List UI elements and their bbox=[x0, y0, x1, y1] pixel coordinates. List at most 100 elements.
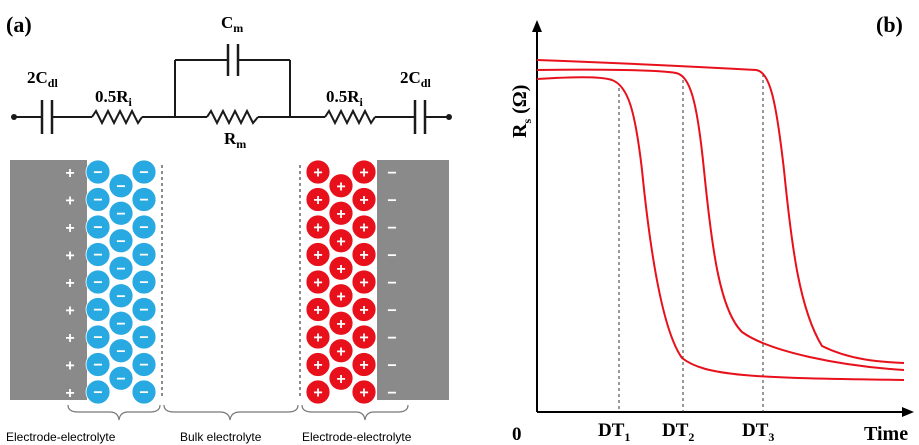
anion-sign: − bbox=[93, 220, 102, 237]
left-electrode-charge: + bbox=[65, 303, 74, 320]
anion bbox=[85, 159, 111, 185]
right-region-label: Electrode-electrolyte bbox=[302, 430, 412, 444]
cation-sign: + bbox=[313, 192, 322, 209]
cation-layer: + + + + + + + + + + + + + + + + + + + + + + + + + + bbox=[305, 159, 377, 405]
cation bbox=[305, 324, 331, 350]
right-electrode-charge: − bbox=[387, 248, 396, 265]
anion-sign: − bbox=[93, 192, 102, 209]
anion bbox=[131, 242, 157, 267]
anion-sign: − bbox=[139, 357, 148, 374]
right-electrode-charge: − bbox=[387, 165, 396, 182]
cation bbox=[328, 200, 354, 226]
cation bbox=[351, 242, 377, 267]
cation bbox=[305, 187, 331, 212]
anion-sign: − bbox=[93, 385, 102, 402]
cation-sign: + bbox=[313, 330, 322, 347]
left-region-brace bbox=[67, 404, 161, 421]
cation bbox=[328, 338, 354, 364]
left-terminal bbox=[11, 114, 17, 120]
anion bbox=[108, 365, 134, 391]
cation bbox=[328, 173, 354, 199]
cation-sign: + bbox=[359, 165, 368, 182]
anion-sign: − bbox=[139, 165, 148, 182]
anion bbox=[131, 214, 157, 240]
cation-sign: + bbox=[359, 247, 368, 264]
cation-sign: + bbox=[313, 357, 322, 374]
right-capacitor-symbol bbox=[413, 100, 427, 134]
cation bbox=[351, 187, 377, 212]
left-region-label: Electrode-electrolyte bbox=[6, 430, 116, 444]
cation bbox=[305, 214, 331, 240]
cation bbox=[305, 297, 331, 322]
cation-sign: + bbox=[359, 385, 368, 402]
anion bbox=[108, 255, 134, 281]
parallel-capacitor-symbol bbox=[226, 44, 240, 76]
anion-sign: − bbox=[116, 316, 125, 333]
anion bbox=[131, 269, 157, 295]
marker-dt2-label: DT2 bbox=[662, 420, 694, 444]
right-electrode-charges: − − − − − − − − − bbox=[387, 165, 396, 402]
anion-sign: − bbox=[139, 220, 148, 237]
cation-sign: + bbox=[336, 206, 345, 223]
right-electrode-charge: − bbox=[387, 193, 396, 210]
cation-sign: + bbox=[336, 371, 345, 388]
anion-sign: − bbox=[93, 357, 102, 374]
anion-sign: − bbox=[93, 330, 102, 347]
cation bbox=[351, 269, 377, 295]
parallel-resistor-label: Rm bbox=[224, 129, 246, 151]
cation bbox=[351, 352, 377, 377]
left-electrode-charge: + bbox=[65, 275, 74, 292]
anion bbox=[108, 173, 134, 199]
x-axis-label: Time bbox=[864, 423, 908, 445]
cation bbox=[351, 324, 377, 350]
anion bbox=[85, 214, 111, 240]
left-electrode-charge: + bbox=[65, 358, 74, 375]
cation bbox=[351, 297, 377, 322]
cation-sign: + bbox=[313, 275, 322, 292]
cation-sign: + bbox=[313, 247, 322, 264]
middle-region-label: Bulk electrolyte bbox=[180, 430, 262, 444]
cation-sign: + bbox=[313, 302, 322, 319]
anion-sign: − bbox=[139, 302, 148, 319]
left-electrode-charges: + + + + + + + + + bbox=[65, 165, 74, 402]
resistance-curve-3 bbox=[536, 59, 905, 364]
anion bbox=[85, 297, 111, 322]
cation-sign: + bbox=[336, 178, 345, 195]
anion-sign: − bbox=[139, 275, 148, 292]
right-electrode-charge: − bbox=[387, 358, 396, 375]
anion-sign: − bbox=[139, 192, 148, 209]
equivalent-circuit bbox=[14, 59, 449, 118]
cation bbox=[328, 255, 354, 281]
cation bbox=[328, 283, 354, 309]
cation-sign: + bbox=[336, 343, 345, 360]
right-terminal bbox=[446, 114, 452, 120]
cation-sign: + bbox=[359, 192, 368, 209]
anion bbox=[85, 242, 111, 267]
right-electrode bbox=[377, 160, 449, 400]
anion-sign: − bbox=[116, 206, 125, 223]
anion bbox=[85, 352, 111, 377]
left-electrode bbox=[10, 160, 87, 400]
anion bbox=[131, 187, 157, 212]
right-electrode-charge: − bbox=[387, 385, 396, 402]
right-electrode-charge: − bbox=[387, 275, 396, 292]
left-electrode-charge: + bbox=[65, 220, 74, 237]
anion bbox=[85, 324, 111, 350]
cation-sign: + bbox=[359, 357, 368, 374]
right-resistor-symbol bbox=[324, 108, 376, 126]
marker-dt1-label: DT1 bbox=[598, 420, 630, 444]
left-capacitor-label: 2Cdl bbox=[27, 68, 58, 90]
cation bbox=[305, 352, 331, 377]
y-axis-arrow bbox=[532, 20, 542, 32]
cation-sign: + bbox=[313, 220, 322, 237]
anion bbox=[131, 159, 157, 185]
cation bbox=[328, 365, 354, 391]
cation bbox=[351, 379, 377, 405]
anion bbox=[108, 228, 134, 254]
anion bbox=[108, 338, 134, 364]
anion bbox=[108, 310, 134, 336]
anion-sign: − bbox=[93, 302, 102, 319]
cation bbox=[351, 214, 377, 240]
cation bbox=[328, 228, 354, 254]
left-electrode-charge: + bbox=[65, 165, 74, 182]
